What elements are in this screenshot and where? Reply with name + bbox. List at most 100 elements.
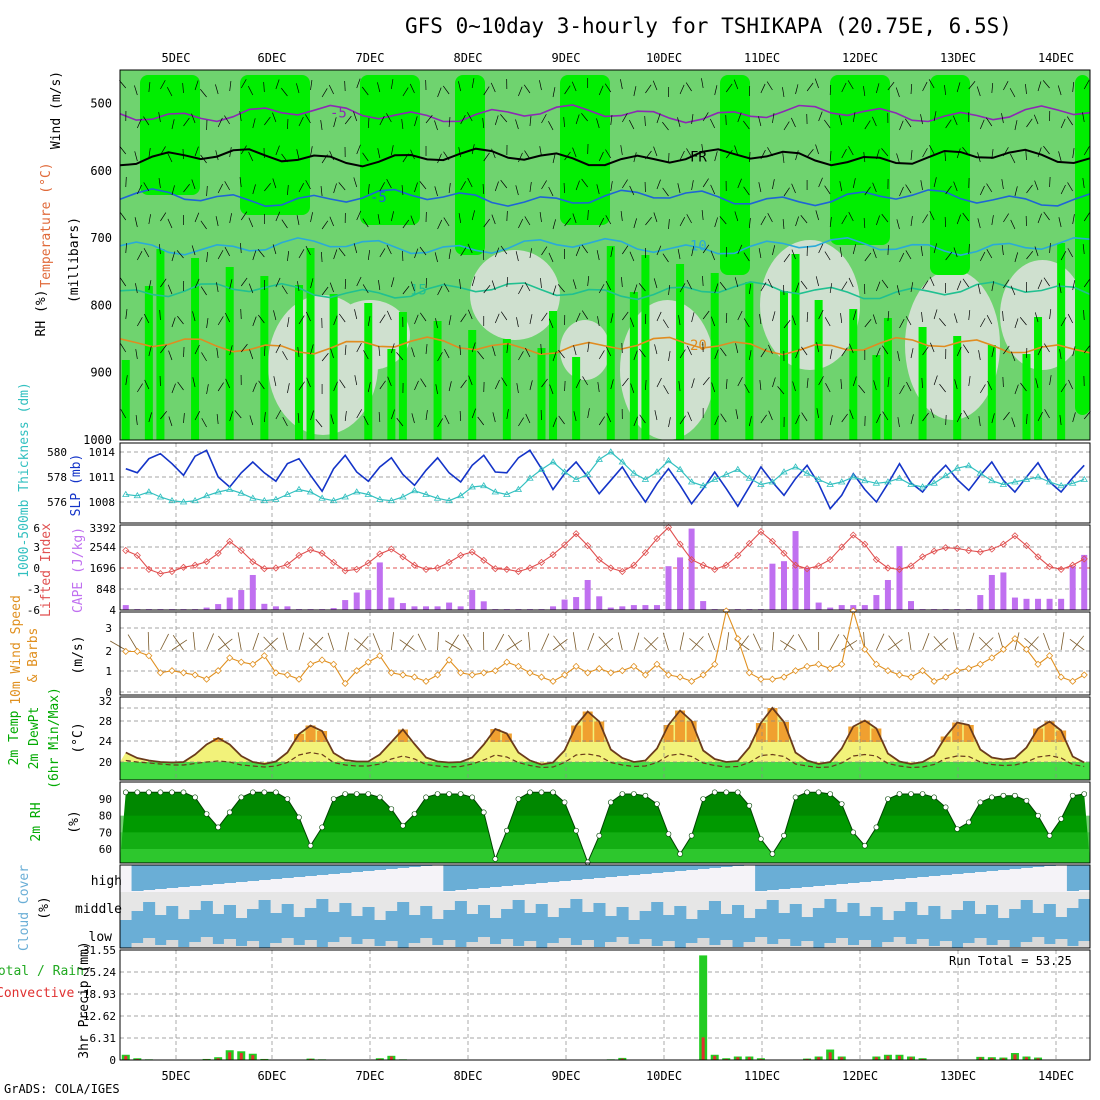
wind-speed-point bbox=[122, 647, 130, 656]
pressure-axis-label: (millibars) bbox=[67, 217, 82, 303]
rh-high-column bbox=[144, 286, 153, 440]
wind-barb bbox=[1067, 182, 1073, 192]
wind-barb bbox=[437, 352, 443, 362]
wind-barb bbox=[1037, 147, 1042, 158]
wind-barb bbox=[841, 347, 848, 357]
wind-barb bbox=[148, 412, 152, 423]
thickness-point bbox=[145, 488, 153, 495]
rh-band bbox=[120, 849, 1090, 863]
lifted-index-tick: 3 bbox=[33, 541, 40, 554]
date-tick-top: 9DEC bbox=[552, 51, 581, 65]
pressure-tick: 900 bbox=[90, 366, 112, 380]
cloud-high-cell bbox=[939, 865, 952, 875]
wind-barb bbox=[460, 181, 466, 191]
precip-total-label: Total / Rain bbox=[0, 964, 84, 979]
rh-point bbox=[1035, 812, 1041, 819]
cloud-high-cell bbox=[166, 865, 179, 888]
wind-barb bbox=[691, 180, 694, 191]
wind-barb bbox=[795, 216, 799, 227]
wind-barb bbox=[541, 114, 547, 124]
cloud-high-cell bbox=[674, 865, 687, 871]
cape-bar bbox=[411, 606, 418, 610]
temp-warm-fill bbox=[686, 721, 697, 742]
cloud-high-cell bbox=[593, 865, 606, 878]
cloud-low-cell bbox=[974, 938, 987, 948]
wind-barb bbox=[814, 78, 819, 89]
wind-barb bbox=[516, 317, 519, 328]
wind-barb bbox=[414, 314, 419, 325]
cloud-low-cell bbox=[431, 945, 444, 948]
cloud-high-cell bbox=[997, 865, 1010, 870]
wind-barb bbox=[1014, 120, 1018, 131]
thickness-point bbox=[480, 481, 488, 489]
wind-barb bbox=[1026, 184, 1033, 194]
cloud-high-cell bbox=[1020, 865, 1033, 868]
wind-barb bbox=[525, 347, 531, 358]
wind-barb bbox=[979, 185, 985, 196]
wind-barb bbox=[876, 633, 885, 651]
wind-barb bbox=[387, 376, 392, 387]
rh-point bbox=[596, 832, 603, 839]
cape-bar bbox=[1069, 566, 1076, 610]
wind-barb bbox=[801, 412, 808, 422]
wind-barb bbox=[234, 410, 242, 419]
thickness-point bbox=[630, 469, 638, 476]
wind-barb bbox=[687, 411, 692, 422]
cape-tick: 2544 bbox=[90, 541, 117, 554]
wind-barb bbox=[518, 218, 524, 229]
wind-speed-point bbox=[572, 662, 580, 670]
rh-high-region bbox=[830, 75, 890, 245]
wind-barb bbox=[229, 411, 233, 422]
cloud-middle-cell bbox=[986, 905, 999, 920]
wind-barb bbox=[448, 183, 451, 194]
rh-point bbox=[919, 791, 926, 797]
cloud-middle-cell bbox=[928, 906, 941, 920]
cloud-high-cell bbox=[131, 865, 144, 891]
rh-point bbox=[1012, 792, 1018, 799]
wind-barb bbox=[166, 87, 173, 97]
lifted-index-point bbox=[722, 561, 730, 569]
cloud-middle-cell bbox=[316, 899, 329, 920]
cloud-high-cell bbox=[1032, 865, 1045, 867]
wind-barb bbox=[760, 414, 767, 424]
cloud-high-cell bbox=[685, 865, 698, 870]
wind-barb bbox=[767, 147, 773, 157]
thickness-point bbox=[607, 448, 615, 455]
cloud-low-cell bbox=[755, 937, 768, 948]
wind-barb bbox=[758, 116, 762, 127]
wind-barb bbox=[148, 82, 151, 93]
wind-barb bbox=[1010, 153, 1016, 164]
cloud-middle-cell bbox=[558, 908, 571, 920]
wind-barb bbox=[977, 152, 981, 163]
temp-warm-fill bbox=[675, 710, 686, 742]
temp-warm-fill bbox=[594, 721, 605, 742]
cloud-low-cell bbox=[223, 939, 236, 948]
wind-barb bbox=[217, 316, 224, 326]
wind-speed-point bbox=[780, 673, 788, 681]
wind-barb bbox=[258, 314, 265, 324]
wind-speed-point bbox=[1046, 652, 1054, 660]
wind-barb bbox=[1019, 317, 1027, 326]
wind-barb bbox=[922, 81, 928, 92]
wind-speed-point bbox=[930, 677, 938, 685]
wind-barb bbox=[192, 632, 196, 651]
wind-barb bbox=[391, 277, 395, 288]
wind-barb bbox=[605, 215, 612, 225]
rh-point bbox=[446, 791, 452, 797]
cloud-high-cell bbox=[847, 865, 860, 883]
rh-point bbox=[654, 801, 660, 807]
wind-barb bbox=[662, 253, 669, 263]
wind-speed-point bbox=[895, 671, 904, 679]
thickness-point bbox=[583, 470, 592, 477]
wind-barb bbox=[134, 151, 138, 162]
wind-barb bbox=[356, 210, 362, 221]
cape-bar bbox=[365, 590, 372, 610]
wind-barb bbox=[938, 318, 946, 327]
lifted-index-point bbox=[745, 539, 753, 548]
thickness-point bbox=[1034, 473, 1042, 480]
lifted-index-point bbox=[780, 549, 788, 557]
rh-high-column bbox=[537, 348, 546, 440]
wind-barb bbox=[737, 178, 742, 189]
lifted-index-point bbox=[734, 551, 742, 559]
wind-barb bbox=[572, 632, 577, 651]
